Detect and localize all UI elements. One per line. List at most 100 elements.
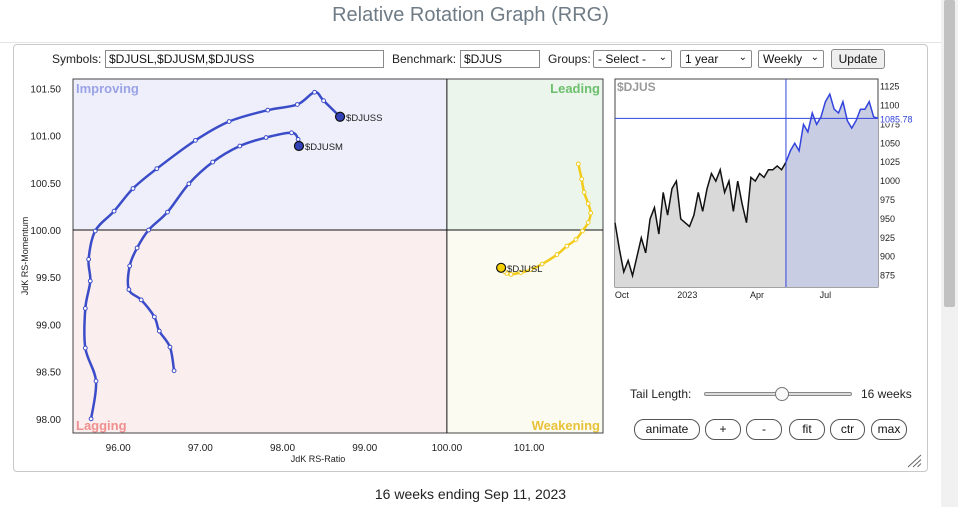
update-button[interactable]: Update bbox=[831, 49, 885, 69]
tail-point bbox=[127, 263, 133, 269]
tail-point bbox=[508, 272, 514, 277]
rrg-labels: Improving Leading Lagging Weakening 96.00 97.… bbox=[20, 81, 600, 464]
symbols-label: Symbols: bbox=[52, 52, 102, 66]
mini-y-tick-label: 1000 bbox=[880, 176, 900, 186]
mini-y-tick-label: 875 bbox=[880, 271, 895, 281]
series-djuss: $DJUSS bbox=[82, 89, 382, 422]
tail-point bbox=[581, 189, 587, 195]
tail-length-slider-handle[interactable] bbox=[775, 387, 789, 401]
tail-point bbox=[588, 210, 594, 216]
rrg-axes bbox=[72, 78, 604, 434]
mini-y-tick-label: 1025 bbox=[880, 157, 900, 167]
series-djusm: $DJUSM bbox=[126, 130, 343, 374]
quadrant-lagging bbox=[73, 230, 447, 433]
chevron-down-icon: ⌄ bbox=[658, 52, 667, 63]
mini-x-tick-label: Jul bbox=[820, 290, 832, 300]
benchmark-mini-chart: $DJUS 1125 1100 1075 1050 1025 1000 975 950 925 90… bbox=[614, 78, 917, 300]
tail-point bbox=[294, 102, 300, 107]
series-head-point bbox=[496, 262, 507, 273]
tail-point bbox=[167, 344, 173, 350]
mini-area-tail bbox=[785, 94, 878, 287]
y-axis-label: JdK RS-Momentum bbox=[20, 217, 30, 296]
rrg-tails: $DJUSS $DJUSM $DJUSL bbox=[82, 89, 594, 422]
groups-label: Groups: bbox=[548, 52, 591, 66]
fit-button[interactable]: fit bbox=[789, 419, 825, 440]
tail-point bbox=[210, 159, 216, 165]
quadrant-label-leading: Leading bbox=[550, 81, 600, 96]
tail-point bbox=[585, 201, 591, 207]
x-tick-label: 96.00 bbox=[106, 443, 131, 454]
tail-point bbox=[263, 135, 269, 140]
title-divider bbox=[0, 42, 941, 43]
tail-point bbox=[93, 378, 99, 384]
mini-line-tail bbox=[785, 92, 879, 163]
tail-point bbox=[579, 176, 585, 182]
groups-select[interactable]: - Select - ⌄ bbox=[593, 50, 672, 68]
tail-point bbox=[86, 256, 92, 262]
x-tick-label: 97.00 bbox=[188, 443, 213, 454]
y-tick-label: 101.50 bbox=[30, 84, 61, 95]
period-select[interactable]: 1 year ⌄ bbox=[680, 50, 752, 68]
y-tick-label: 100.50 bbox=[30, 179, 61, 190]
tail-point bbox=[528, 267, 534, 273]
y-tick-label: 101.00 bbox=[30, 132, 61, 143]
rrg-quadrants bbox=[73, 79, 603, 433]
mini-y-tick-label: 1050 bbox=[880, 138, 900, 148]
series-label-djusl: $DJUSL bbox=[507, 264, 542, 275]
animate-button[interactable]: animate bbox=[634, 419, 700, 440]
quadrant-label-improving: Improving bbox=[76, 81, 139, 96]
mini-x-tick-label: Oct bbox=[615, 290, 630, 300]
tail-point bbox=[265, 107, 271, 113]
x-tick-label: 101.00 bbox=[514, 443, 545, 454]
y-tick-label: 98.00 bbox=[36, 415, 61, 426]
symbols-input[interactable] bbox=[105, 50, 384, 68]
tail-point bbox=[138, 297, 144, 303]
y-tick-label: 98.50 bbox=[36, 368, 61, 379]
mini-last-value-label: 1085.78 bbox=[880, 114, 913, 124]
max-button[interactable]: max bbox=[871, 419, 907, 440]
tail-point bbox=[573, 237, 579, 242]
x-tick-label: 98.00 bbox=[270, 443, 295, 454]
benchmark-input[interactable] bbox=[460, 50, 540, 68]
benchmark-label: Benchmark: bbox=[392, 52, 457, 66]
zoom-in-button[interactable]: + bbox=[705, 419, 741, 440]
center-button[interactable]: ctr bbox=[830, 419, 865, 440]
mini-area-history bbox=[615, 162, 786, 287]
series-head-point bbox=[334, 111, 346, 122]
tail-point bbox=[111, 208, 117, 214]
frequency-select[interactable]: Weekly ⌄ bbox=[758, 50, 824, 68]
tail-length-value: 16 weeks bbox=[861, 387, 912, 401]
tail-point bbox=[126, 287, 132, 292]
tail-point bbox=[237, 143, 243, 149]
tail-point bbox=[321, 98, 327, 104]
mini-y-tick-label: 975 bbox=[880, 195, 895, 205]
tail-point bbox=[146, 227, 151, 233]
tail-point bbox=[226, 119, 232, 124]
quadrant-improving bbox=[73, 79, 447, 231]
y-tick-label: 99.50 bbox=[36, 273, 61, 284]
tail-point bbox=[575, 161, 581, 167]
resize-handle-icon[interactable] bbox=[906, 454, 922, 468]
tail-point bbox=[154, 166, 160, 172]
tail-point bbox=[151, 314, 157, 320]
x-tick-label: 99.00 bbox=[352, 443, 377, 454]
zoom-out-button[interactable]: - bbox=[746, 419, 782, 440]
tail-point bbox=[87, 278, 93, 284]
page-scrollbar-thumb[interactable] bbox=[944, 0, 955, 307]
quadrant-leading bbox=[446, 79, 603, 231]
series-head-point bbox=[293, 140, 305, 152]
tail-point bbox=[554, 252, 560, 257]
period-select-value: 1 year bbox=[685, 52, 719, 66]
quadrant-label-lagging: Lagging bbox=[76, 418, 127, 433]
mini-y-tick-label: 925 bbox=[880, 233, 895, 243]
tail-point bbox=[171, 368, 177, 374]
mini-chart-title: $DJUS bbox=[617, 80, 656, 94]
series-djusl: $DJUSL bbox=[496, 161, 594, 277]
tail-point bbox=[585, 220, 591, 225]
tail-point bbox=[518, 270, 524, 275]
mini-line-history bbox=[614, 161, 787, 279]
tail-point bbox=[193, 137, 198, 143]
tail-point bbox=[564, 243, 570, 249]
